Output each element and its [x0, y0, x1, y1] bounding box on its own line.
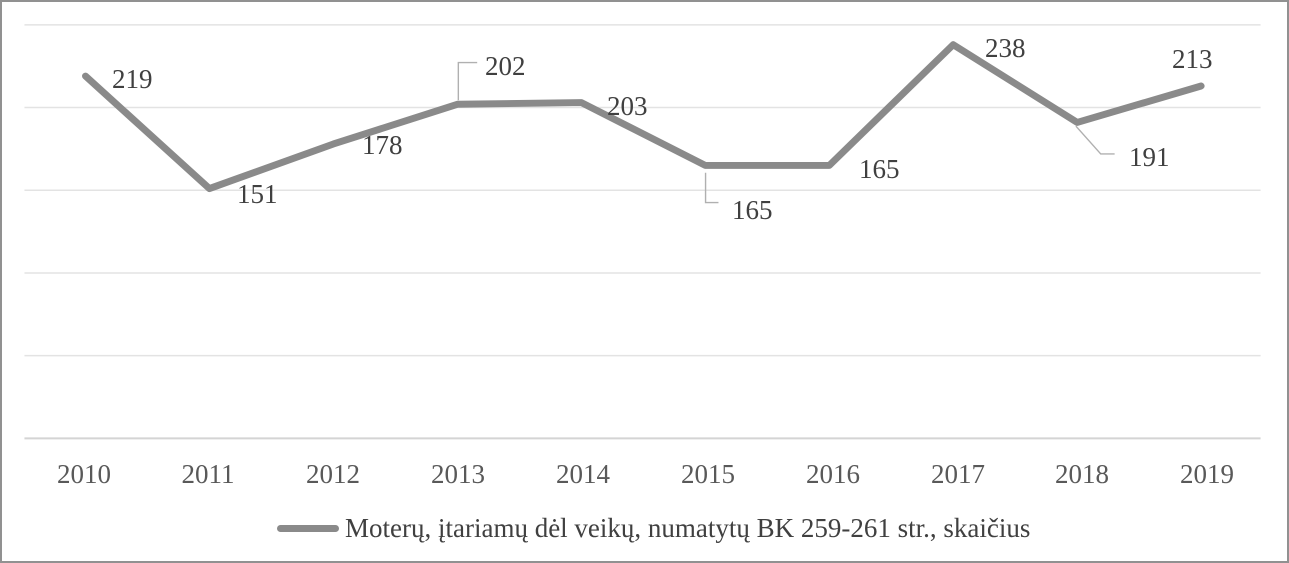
x-axis-label-2012: 2012 — [306, 459, 360, 489]
data-label-2019: 213 — [1172, 44, 1213, 74]
legend: Moterų, įtariamų dėl veikų, numatytų BK … — [277, 513, 1030, 543]
x-axis-label-2011: 2011 — [181, 459, 235, 489]
data-label-2012: 178 — [362, 130, 403, 160]
x-axis-label-2019: 2019 — [1180, 459, 1234, 489]
x-axis-label-2017: 2017 — [931, 459, 985, 489]
data-label-2011: 151 — [237, 179, 278, 209]
x-axis-label-2015: 2015 — [681, 459, 735, 489]
data-label-2016: 165 — [859, 154, 900, 184]
series-line — [82, 41, 1205, 193]
data-label-2013: 202 — [485, 51, 526, 81]
x-axis-label-2018: 2018 — [1055, 459, 1109, 489]
x-axis-label-2010: 2010 — [57, 459, 111, 489]
data-label-2014: 203 — [607, 91, 648, 121]
data-label-2015: 165 — [732, 195, 773, 225]
x-axis-label-2013: 2013 — [431, 459, 485, 489]
callout-line-2015 — [704, 172, 719, 204]
x-axis-label-2014: 2014 — [556, 459, 610, 489]
series-group — [82, 41, 1205, 193]
legend-label: Moterų, įtariamų dėl veikų, numatytų BK … — [345, 513, 1031, 543]
data-label-2018: 191 — [1129, 142, 1170, 172]
data-label-2010: 219 — [112, 64, 153, 94]
data-label-2017: 238 — [985, 33, 1026, 63]
callout-line-2018 — [1075, 125, 1115, 155]
legend-line-swatch-icon — [277, 524, 339, 532]
callout-line-2013 — [457, 61, 478, 101]
x-axis-label-2016: 2016 — [806, 459, 860, 489]
callout-leader-lines — [457, 61, 1115, 204]
